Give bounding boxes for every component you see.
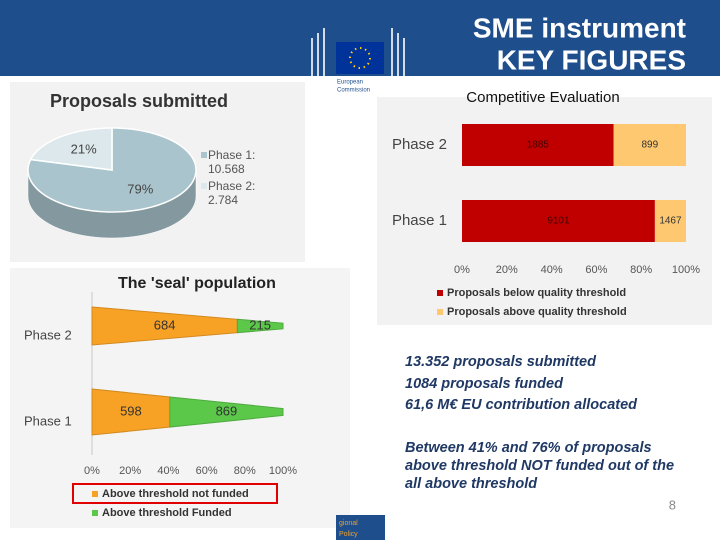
x-tick-label: 0% — [84, 465, 100, 477]
x-tick-label: 60% — [585, 264, 607, 276]
logo-text: Commission — [337, 88, 370, 94]
legend-label: Above threshold not funded — [102, 488, 249, 500]
y-tick-label: Phase 1 — [392, 212, 447, 229]
highlight: 1084 proposals funded — [405, 375, 563, 392]
slide-title: KEY FIGURES — [497, 44, 686, 75]
legend-label: Above threshold Funded — [102, 507, 232, 519]
legend-swatch — [201, 183, 207, 189]
cone-segment — [169, 396, 284, 428]
data-label: 79% — [127, 181, 153, 196]
x-tick-label: 20% — [496, 264, 518, 276]
y-tick-label: Phase 2 — [392, 136, 447, 153]
data-label: 684 — [154, 317, 176, 332]
data-label: 1885 — [527, 140, 550, 151]
highlight: 61,6 M€ EU contribution allocated — [405, 397, 638, 413]
legend-label: Phase 2: 2.784 — [208, 179, 256, 207]
bar-segment — [654, 200, 686, 242]
data-label: 9101 — [547, 216, 570, 227]
x-tick-label: 20% — [119, 465, 141, 477]
x-tick-label: 100% — [672, 264, 700, 276]
footer-text: Policy — [339, 531, 358, 538]
bar-segment — [462, 124, 614, 166]
legend-swatch — [437, 309, 443, 315]
footer-box — [336, 515, 385, 540]
legend-swatch — [437, 290, 443, 296]
data-label: 1467 — [659, 216, 682, 227]
logo-plate — [333, 76, 385, 100]
legend-label: Phase 1: 10.568 — [208, 148, 256, 176]
eu-stars — [349, 47, 371, 69]
chart-title: Competitive Evaluation — [466, 89, 619, 106]
legend-label: Proposals below quality threshold — [447, 287, 626, 299]
x-tick-label: 100% — [269, 465, 297, 477]
y-tick-label: Phase 2 — [24, 327, 72, 342]
eu-flag — [336, 42, 384, 74]
bar-segment — [462, 200, 655, 242]
data-label: 869 — [216, 403, 238, 418]
chart-title: The 'seal' population — [118, 275, 276, 292]
x-tick-label: 40% — [157, 465, 179, 477]
highlight: 13.352 proposals submitted — [405, 354, 596, 370]
cone-segment — [236, 318, 284, 334]
legend-swatch — [92, 491, 98, 497]
x-tick-label: 0% — [454, 264, 470, 276]
data-label: 598 — [120, 403, 142, 418]
x-tick-label: 40% — [541, 264, 563, 276]
legend-label: Proposals above quality threshold — [447, 306, 627, 318]
slide-title: SME instrument — [473, 12, 686, 43]
data-label: 21% — [71, 142, 97, 157]
x-tick-label: 80% — [630, 264, 652, 276]
legend-swatch — [92, 510, 98, 516]
footer-text: gional — [339, 520, 358, 527]
highlights: 13.352 proposals submitted 1084 proposal… — [405, 352, 715, 417]
logo-building — [311, 28, 405, 76]
data-label: 899 — [641, 140, 658, 151]
note: Between 41% and 76% of proposals above t… — [405, 440, 675, 492]
page-number: 8 — [669, 497, 676, 512]
data-label: 215 — [249, 317, 271, 332]
x-tick-label: 60% — [196, 465, 218, 477]
bar-segment — [613, 124, 686, 166]
pie-slice — [29, 127, 113, 171]
logo-text: European — [337, 80, 363, 86]
legend-swatch — [201, 152, 207, 158]
legend-highlight — [72, 483, 278, 504]
y-tick-label: Phase 1 — [24, 413, 72, 428]
x-tick-label: 80% — [234, 465, 256, 477]
chart-title: Proposals submitted — [50, 91, 228, 111]
